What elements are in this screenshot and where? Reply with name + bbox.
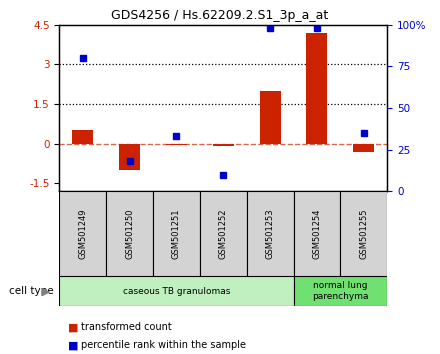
Text: caseous TB granulomas: caseous TB granulomas <box>123 287 230 296</box>
Bar <box>213 144 234 146</box>
Bar <box>247 191 293 276</box>
Bar <box>293 191 341 276</box>
Bar <box>200 191 247 276</box>
Text: GSM501255: GSM501255 <box>359 209 368 259</box>
Text: GSM501251: GSM501251 <box>172 209 181 259</box>
Text: percentile rank within the sample: percentile rank within the sample <box>81 340 246 350</box>
Bar <box>106 191 153 276</box>
Text: normal lung
parenchyma: normal lung parenchyma <box>312 281 369 301</box>
Bar <box>353 144 374 152</box>
Text: GSM501249: GSM501249 <box>78 209 87 259</box>
Text: GSM501254: GSM501254 <box>312 209 322 259</box>
Text: GSM501250: GSM501250 <box>125 209 134 259</box>
Bar <box>260 91 281 144</box>
Text: GDS4256 / Hs.62209.2.S1_3p_a_at: GDS4256 / Hs.62209.2.S1_3p_a_at <box>111 9 329 22</box>
Text: GSM501252: GSM501252 <box>219 209 228 259</box>
Bar <box>166 144 187 145</box>
Bar <box>59 276 293 306</box>
Text: ■: ■ <box>68 340 79 350</box>
Bar <box>306 33 327 144</box>
Text: cell type: cell type <box>9 286 53 296</box>
Text: GSM501253: GSM501253 <box>266 208 275 259</box>
Bar <box>119 144 140 170</box>
Text: transformed count: transformed count <box>81 322 172 332</box>
Bar <box>341 191 387 276</box>
Text: ■: ■ <box>68 322 79 332</box>
Bar <box>72 130 93 144</box>
Bar <box>59 191 106 276</box>
Bar <box>153 191 200 276</box>
Bar <box>293 276 387 306</box>
Text: ▶: ▶ <box>42 286 51 296</box>
